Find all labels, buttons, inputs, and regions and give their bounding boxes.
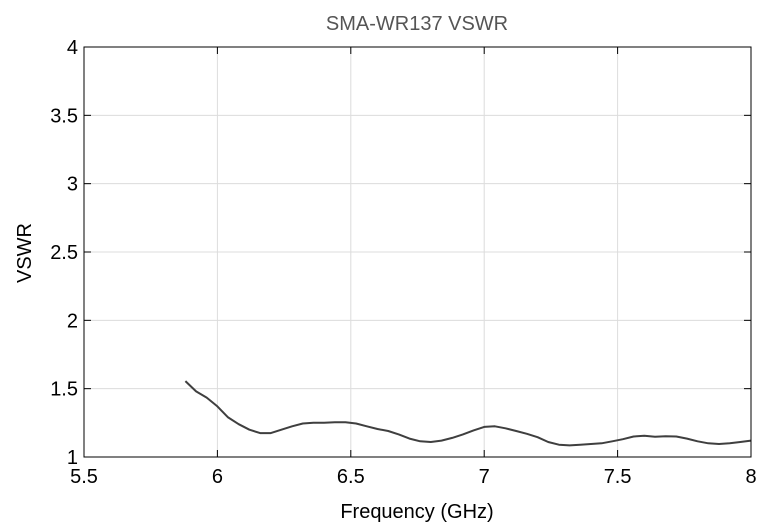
series-layer [184,380,752,447]
x-axis-label: Frequency (GHz) [340,501,493,523]
y-tick-label: 3.5 [50,105,78,127]
y-tick-label: 3 [67,174,78,196]
y-tick-label: 2 [67,310,78,332]
y-tick-label: 2.5 [50,242,78,264]
x-tick-label: 8 [745,466,756,488]
y-tick-label: 1 [67,447,78,469]
grid-lines [83,46,752,458]
chart-title: SMA-WR137 VSWR [326,13,508,35]
y-axis-label: VSWR [14,223,36,283]
y-tick-label: 1.5 [50,379,78,401]
x-tick-label: 7.5 [604,466,632,488]
tick-layer: 5.5 6 6.5 7 7.5 8 1 1.5 2 2.5 3 3.5 4 [50,37,756,488]
series-line [184,380,752,447]
x-tick-label: 6 [212,466,223,488]
x-tick-label: 6.5 [337,466,365,488]
x-tick-label: 5.5 [70,466,98,488]
y-tick-label: 4 [67,37,78,59]
x-tick-label: 7 [479,466,490,488]
